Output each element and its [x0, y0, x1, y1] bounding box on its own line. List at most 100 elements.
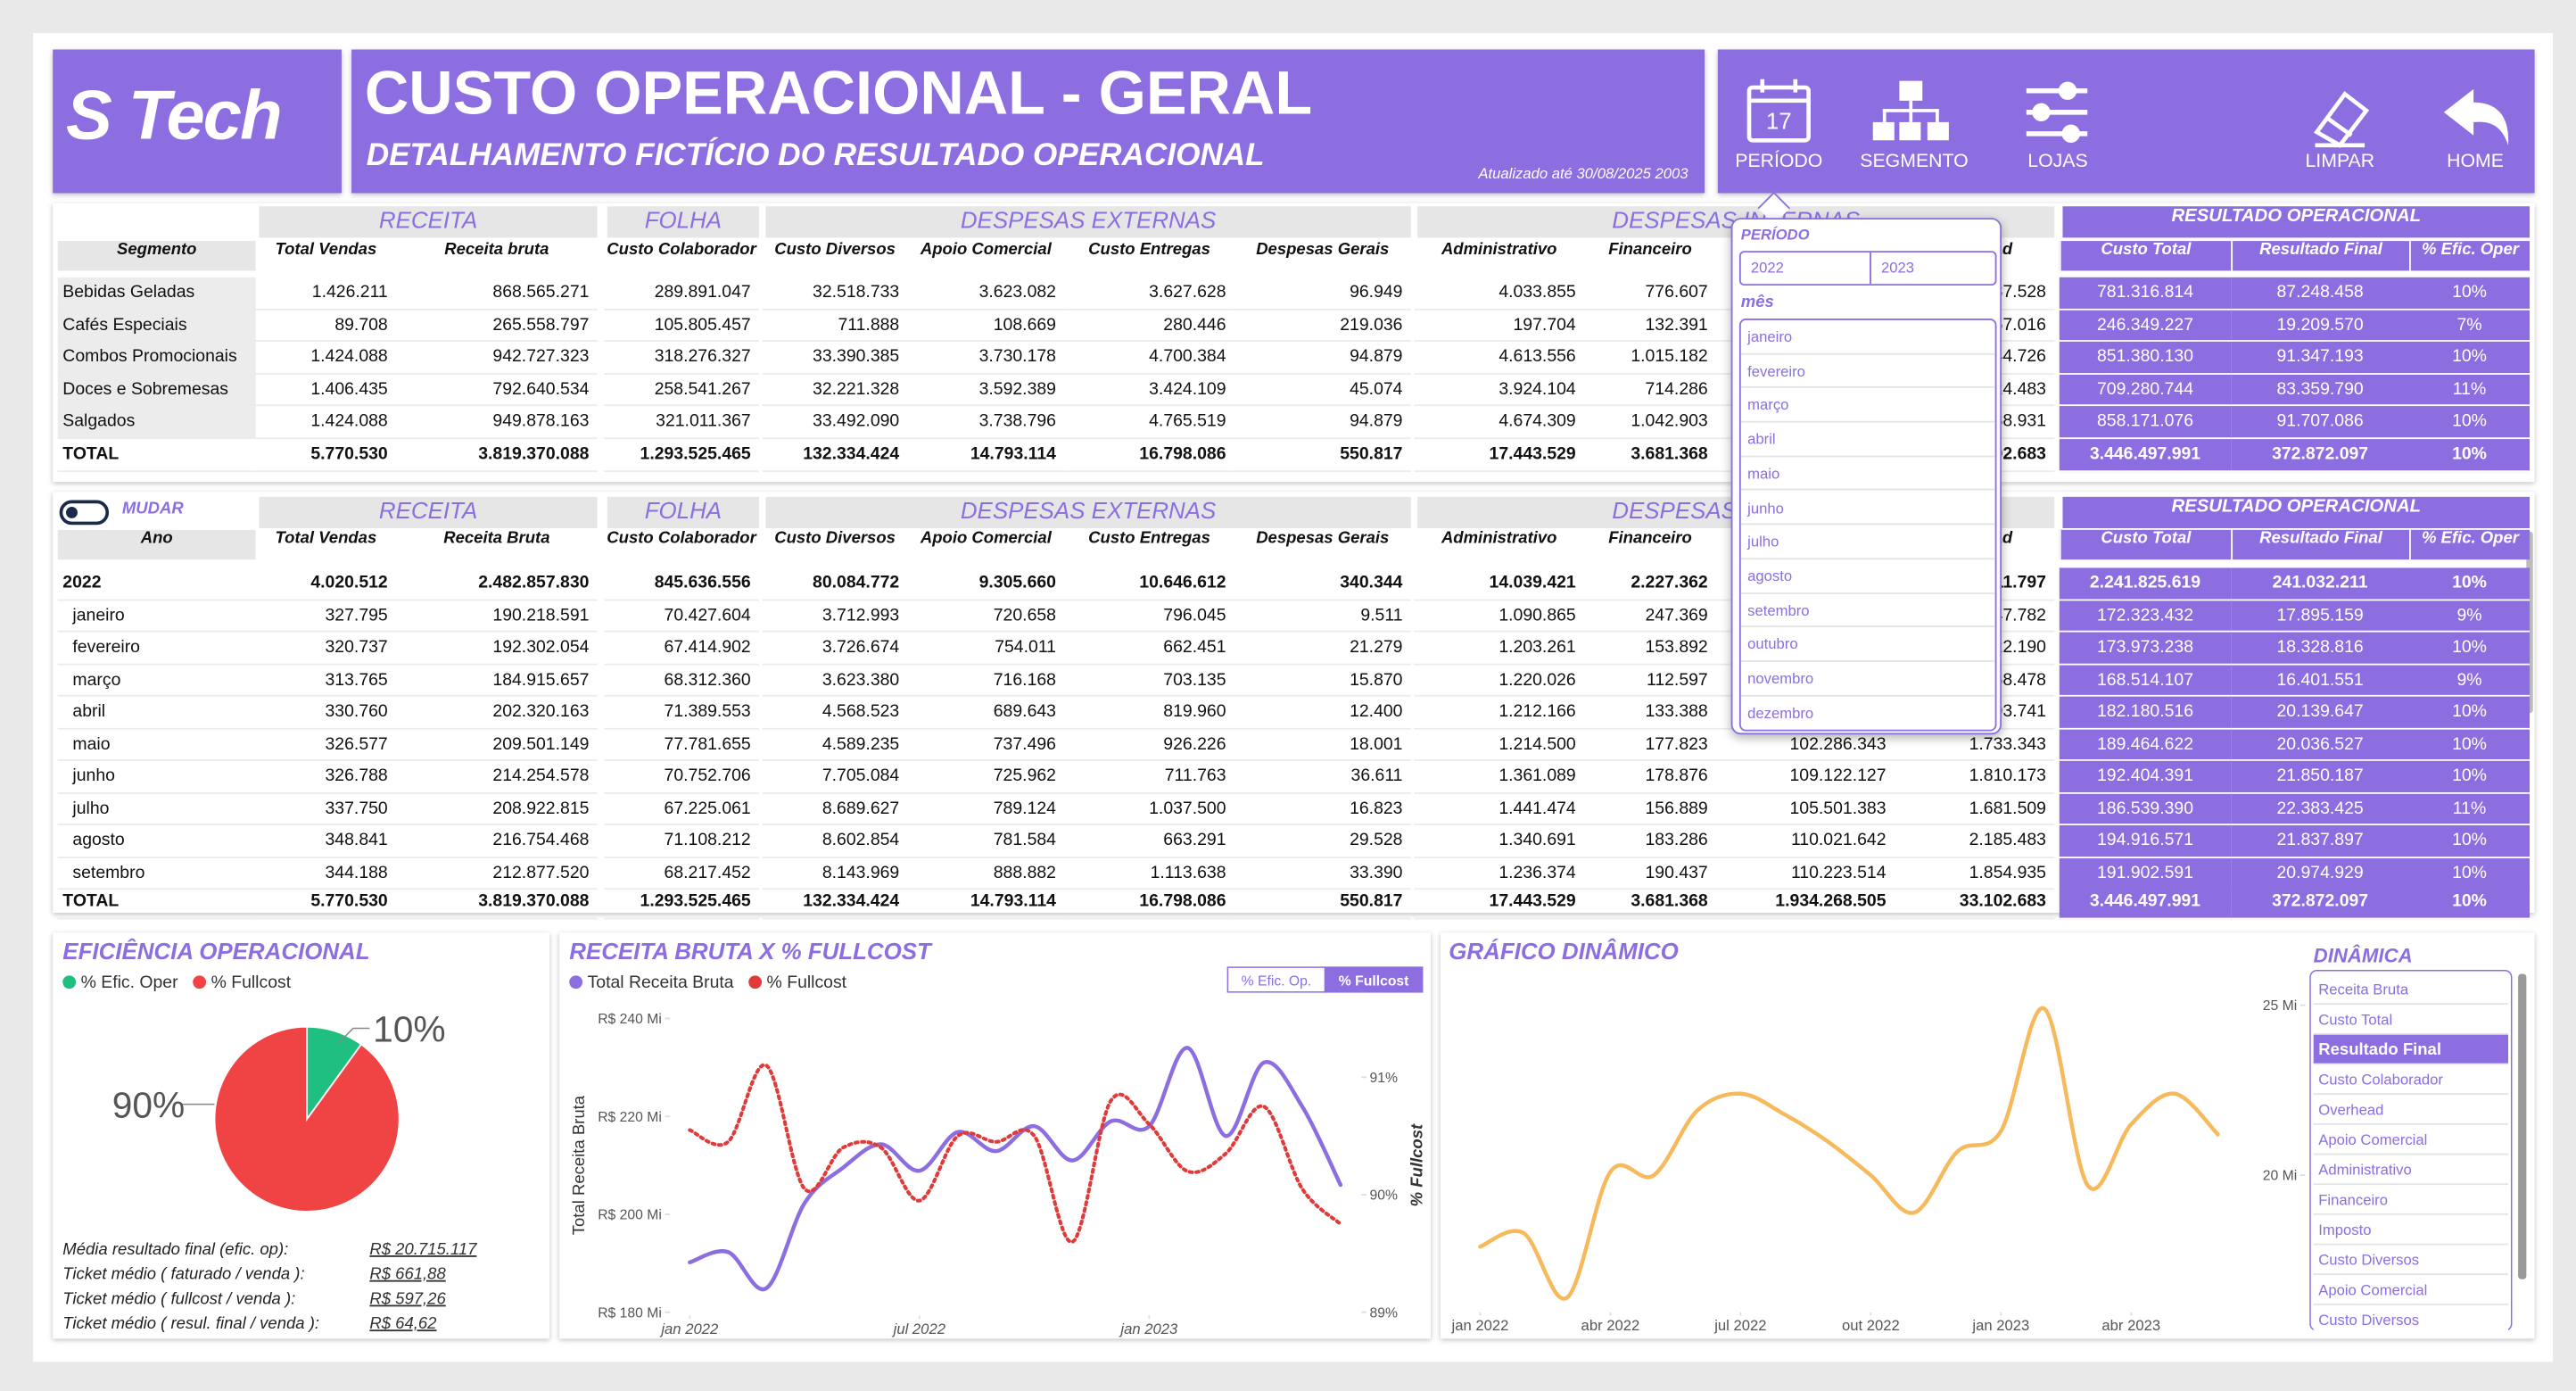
month-option[interactable]: setembro [1740, 593, 1995, 628]
month-list: janeiro fevereiro março abril maio junho julho… [1738, 319, 1997, 732]
nav-label[interactable]: LOJAS [2027, 152, 2088, 172]
column-header: Custo Total [2059, 241, 2232, 271]
nav-label[interactable]: HOME [2447, 152, 2504, 172]
cell: 202.320.163 [396, 697, 598, 729]
cell: 94.879 [1234, 407, 1411, 440]
cell: 1.293.525.465 [604, 439, 759, 472]
month-option[interactable]: janeiro [1740, 320, 1995, 355]
cell: 183.286 [1584, 825, 1716, 858]
cell: 4.568.523 [762, 697, 908, 729]
toggle-switch[interactable] [59, 500, 110, 526]
cell: 80.084.772 [762, 567, 908, 600]
column-header: Apoio Comercial [907, 529, 1065, 560]
cell: 191.902.591 [2059, 857, 2232, 890]
cell: 20.036.527 [2231, 728, 2409, 761]
group-header: RECEITA [259, 496, 598, 528]
month-option[interactable]: novembro [1740, 662, 1995, 697]
cell: 709.280.744 [2059, 374, 2232, 407]
month-option[interactable]: março [1740, 388, 1995, 423]
cell: 16.798.086 [1064, 439, 1234, 472]
cell: 10% [2409, 406, 2531, 440]
row-label: agosto [57, 825, 256, 858]
month-option[interactable]: junho [1740, 491, 1995, 526]
cell: 21.850.187 [2231, 760, 2409, 793]
cell: 70.752.706 [604, 761, 759, 793]
cell: 212.877.520 [396, 857, 598, 890]
group-header: RESULTADO OPERACIONAL [2062, 206, 2531, 238]
cell: 330.760 [255, 697, 396, 729]
cell: 33.492.090 [762, 407, 908, 440]
cell: 942.727.323 [396, 342, 598, 375]
cell: 132.334.424 [762, 886, 908, 919]
cell: 18.328.816 [2231, 632, 2409, 665]
cell: 1.042.903 [1584, 407, 1716, 440]
cell: 190.218.591 [396, 600, 598, 633]
cell: 9.511 [1234, 600, 1411, 633]
column-header: Administrativo [1414, 241, 1584, 271]
eraser-icon[interactable] [2313, 91, 2370, 148]
nav-label[interactable]: LIMPAR [2305, 152, 2375, 172]
logo-box: S Tech [53, 49, 342, 194]
year-option[interactable]: 2022 [1750, 259, 1784, 276]
cell: 168.514.107 [2059, 664, 2232, 697]
row-label: Cafés Especiais [57, 310, 256, 343]
cell: 177.823 [1584, 729, 1716, 761]
row-label: 2022 [57, 567, 256, 600]
calendar-day: 17 [1766, 109, 1792, 134]
cell: 89.708 [255, 310, 396, 343]
cell: 776.607 [1584, 277, 1716, 310]
cell: 9.305.660 [907, 567, 1065, 600]
cell: 17.443.529 [1414, 439, 1584, 472]
cell: 246.349.227 [2059, 310, 2232, 343]
cell: 21.837.897 [2231, 825, 2409, 858]
column-header: Resultado Final [2231, 529, 2409, 560]
nav-label[interactable]: PERÍODO [1735, 152, 1823, 172]
cell: 8.689.627 [762, 793, 908, 825]
column-header: % Efic. Oper [2409, 241, 2531, 271]
year-box: 2022 2023 [1738, 251, 1998, 286]
scrollbar [2526, 531, 2533, 714]
cell: 1.681.509 [1894, 793, 2055, 825]
cell: 112.597 [1584, 665, 1716, 697]
sliders-icon[interactable] [2026, 81, 2088, 144]
month-option[interactable]: julho [1740, 526, 1995, 559]
toggle-label[interactable]: MUDAR [121, 500, 184, 518]
cell: 7% [2409, 310, 2531, 343]
dropdown-title: PERÍODO [1740, 226, 1810, 243]
logo: S Tech [66, 76, 283, 154]
cell: 33.102.683 [1894, 886, 2055, 919]
month-option[interactable]: abril [1740, 423, 1995, 458]
cell: 9% [2409, 600, 2531, 633]
month-option[interactable]: agosto [1740, 559, 1995, 594]
calendar-icon[interactable]: 17 [1746, 79, 1811, 143]
month-option[interactable]: maio [1740, 457, 1995, 492]
month-option[interactable]: dezembro [1747, 704, 1814, 721]
home-icon[interactable] [2443, 88, 2509, 145]
cell: 247.369 [1584, 600, 1716, 633]
cell: 10% [2409, 825, 2531, 858]
cell: 1.934.268.505 [1716, 886, 1895, 919]
cell: 1.113.638 [1064, 857, 1234, 890]
nav-label[interactable]: SEGMENTO [1860, 152, 1969, 172]
column-header: Ano [57, 529, 256, 560]
cell: 19.209.570 [2231, 310, 2409, 343]
row-label: Combos Promocionais [57, 342, 256, 375]
year-option[interactable]: 2023 [1870, 253, 1998, 285]
cell: 208.922.815 [396, 793, 598, 825]
month-option[interactable]: outubro [1740, 628, 1995, 662]
column-header: Custo Diversos [762, 529, 908, 560]
cell: 32.221.328 [762, 375, 908, 407]
cell: 258.541.267 [604, 375, 759, 407]
cell: 178.876 [1584, 761, 1716, 793]
cell: 1.340.691 [1414, 825, 1584, 858]
cell: 189.464.622 [2059, 728, 2232, 761]
cell: 3.446.497.991 [2059, 439, 2232, 472]
row-label: TOTAL [57, 886, 256, 919]
month-option[interactable]: fevereiro [1740, 354, 1995, 389]
cell: 12.400 [1234, 697, 1411, 729]
hierarchy-icon[interactable] [1872, 80, 1949, 141]
cell: 15.870 [1234, 665, 1411, 697]
cell: 91.707.086 [2231, 406, 2409, 440]
cell: 5.770.530 [255, 886, 396, 919]
cell: 94.879 [1234, 342, 1411, 375]
